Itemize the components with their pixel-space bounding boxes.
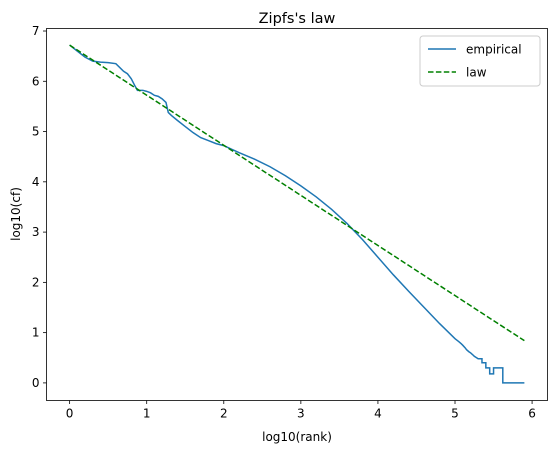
y-tick-label: 6 bbox=[32, 74, 40, 88]
legend: empirical law bbox=[419, 35, 541, 87]
x-axis-ticks: 0 1 2 3 4 5 6 bbox=[66, 400, 536, 421]
x-tick-label: 3 bbox=[297, 407, 305, 421]
x-tick-label: 6 bbox=[528, 407, 536, 421]
y-tick-label: 7 bbox=[32, 24, 40, 38]
legend-label-law: law bbox=[466, 66, 487, 80]
y-tick-label: 5 bbox=[32, 125, 40, 139]
series-line-law bbox=[69, 44, 525, 342]
y-tick-label: 2 bbox=[32, 275, 40, 289]
x-tick-label: 5 bbox=[451, 407, 459, 421]
y-tick-label: 1 bbox=[32, 326, 40, 340]
series-line-empirical bbox=[69, 44, 525, 384]
y-tick-label: 3 bbox=[32, 225, 40, 239]
legend-label-empirical: empirical bbox=[466, 43, 522, 57]
plot-area bbox=[46, 28, 548, 401]
chart-title: Zipfs's law bbox=[259, 11, 336, 27]
y-axis-label: log10(cf) bbox=[9, 187, 23, 241]
x-tick-label: 4 bbox=[374, 407, 382, 421]
x-tick-label: 2 bbox=[220, 407, 228, 421]
y-axis-ticks: 0 1 2 3 4 5 6 7 bbox=[32, 24, 47, 390]
x-axis-label: log10(rank) bbox=[262, 430, 332, 444]
x-tick-label: 1 bbox=[143, 407, 151, 421]
y-tick-label: 4 bbox=[32, 175, 40, 189]
y-tick-label: 0 bbox=[32, 376, 40, 390]
series-group bbox=[69, 44, 525, 384]
axes-frame bbox=[46, 28, 548, 401]
x-tick-label: 0 bbox=[66, 407, 74, 421]
